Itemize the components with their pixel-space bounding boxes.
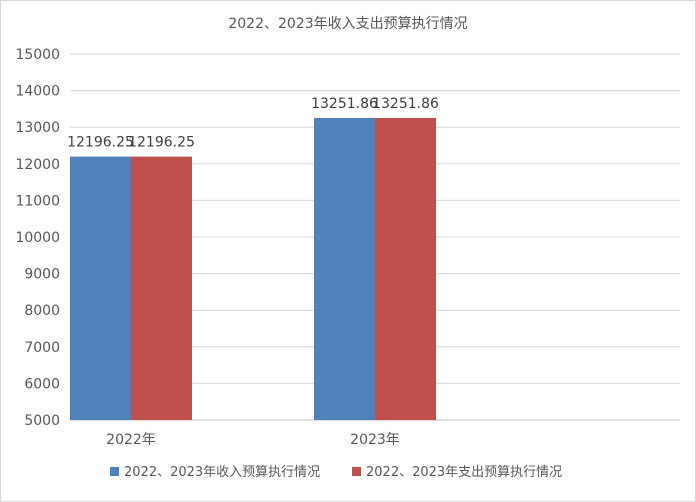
bars [70,117,436,420]
x-category-label: 2023年 [350,432,400,448]
legend-label: 2022、2023年收入预算执行情况 [124,465,320,480]
y-tick-label: 6000 [24,376,60,392]
chart-title: 2022、2023年收入支出预算执行情况 [228,16,467,32]
y-tick-label: 11000 [15,193,60,209]
data-label: 13251.86 [311,96,378,112]
x-axis-categories: 2022年 2023年 [106,432,400,448]
x-category-label: 2022年 [106,432,156,448]
y-tick-label: 10000 [15,230,60,246]
legend-swatch [352,467,361,476]
legend: 2022、2023年收入预算执行情况 2022、2023年支出预算执行情况 [110,465,562,480]
y-tick-label: 12000 [15,157,60,173]
data-label: 12196.25 [128,135,195,151]
y-tick-label: 14000 [15,84,60,100]
bar-income-0 [70,156,131,420]
data-label: 13251.86 [372,96,439,112]
bar-expense-0 [131,156,192,420]
y-tick-label: 9000 [24,267,60,283]
y-tick-label: 15000 [15,47,60,63]
bar-expense-1 [375,117,436,420]
legend-swatch [110,467,119,476]
data-label: 12196.25 [67,135,134,151]
y-axis-ticks: 5000 6000 7000 8000 9000 10000 11000 12000 13000… [15,47,60,429]
legend-label: 2022、2023年支出预算执行情况 [366,465,562,480]
y-tick-label: 5000 [24,413,60,429]
y-tick-label: 7000 [24,340,60,356]
bar-income-1 [314,117,375,420]
y-tick-label: 8000 [24,303,60,319]
y-tick-label: 13000 [15,120,60,136]
